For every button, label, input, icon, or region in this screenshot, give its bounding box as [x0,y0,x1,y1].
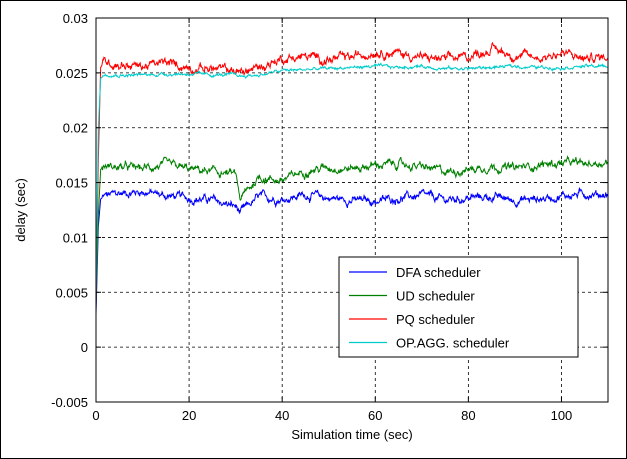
y-tick-label: 0.025 [55,66,88,81]
series-line-0 [95,187,609,315]
legend-label: OP.AGG. scheduler [396,336,510,351]
y-axis-label: delay (sec) [13,178,28,242]
legend: DFA scheduler UD scheduler PQ scheduler OP.… [338,256,579,358]
series-line-2 [95,41,609,304]
x-tick-label: 80 [461,408,475,423]
x-tick-label: 100 [551,408,573,423]
legend-box [338,256,579,358]
series-line-1 [95,155,609,304]
y-tick-label: 0.02 [63,121,88,136]
x-axis-label: Simulation time (sec) [291,427,412,442]
x-axis-ticks: 0 20 40 60 80 100 [92,18,572,423]
y-tick-label: 0.01 [63,230,88,245]
x-tick-label: 40 [275,408,289,423]
legend-label: UD scheduler [396,289,475,304]
y-tick-label: 0.03 [63,11,88,26]
y-tick-label: 0.015 [55,176,88,191]
legend-label: DFA scheduler [396,265,481,280]
legend-label: PQ scheduler [396,312,475,327]
series-lines [95,41,609,315]
series-line-3 [95,62,609,304]
plot-border [95,17,609,403]
y-axis-ticks: -0.005 0 0.005 0.01 0.015 0.02 0.025 0.03 [51,11,608,410]
y-tick-label: 0 [81,340,88,355]
x-tick-label: 0 [92,408,99,423]
x-tick-label: 60 [368,408,382,423]
y-tick-label: 0.005 [55,285,88,300]
y-tick-label: -0.005 [51,395,88,410]
x-tick-label: 20 [182,408,196,423]
